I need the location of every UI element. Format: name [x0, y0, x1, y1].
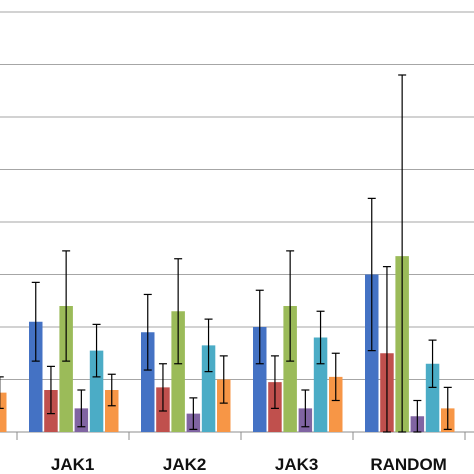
- bar: [29, 321, 43, 432]
- bar: [217, 379, 231, 432]
- x-tick-label: RANDOM: [370, 455, 447, 474]
- bar: [283, 306, 297, 432]
- bar: [365, 274, 379, 432]
- bar: [89, 350, 104, 432]
- x-tick-label: JAK2: [163, 455, 206, 474]
- bar: [253, 327, 267, 432]
- bar: [0, 392, 7, 432]
- bar: [59, 306, 73, 432]
- bar: [425, 363, 440, 432]
- x-tick-label: JAK3: [275, 455, 318, 474]
- x-tick-label: JAK1: [51, 455, 94, 474]
- bar: [141, 332, 155, 432]
- bar: [329, 376, 343, 432]
- bar: [201, 345, 216, 432]
- bar: [313, 337, 328, 432]
- bar: [171, 311, 185, 432]
- bar: [105, 390, 119, 432]
